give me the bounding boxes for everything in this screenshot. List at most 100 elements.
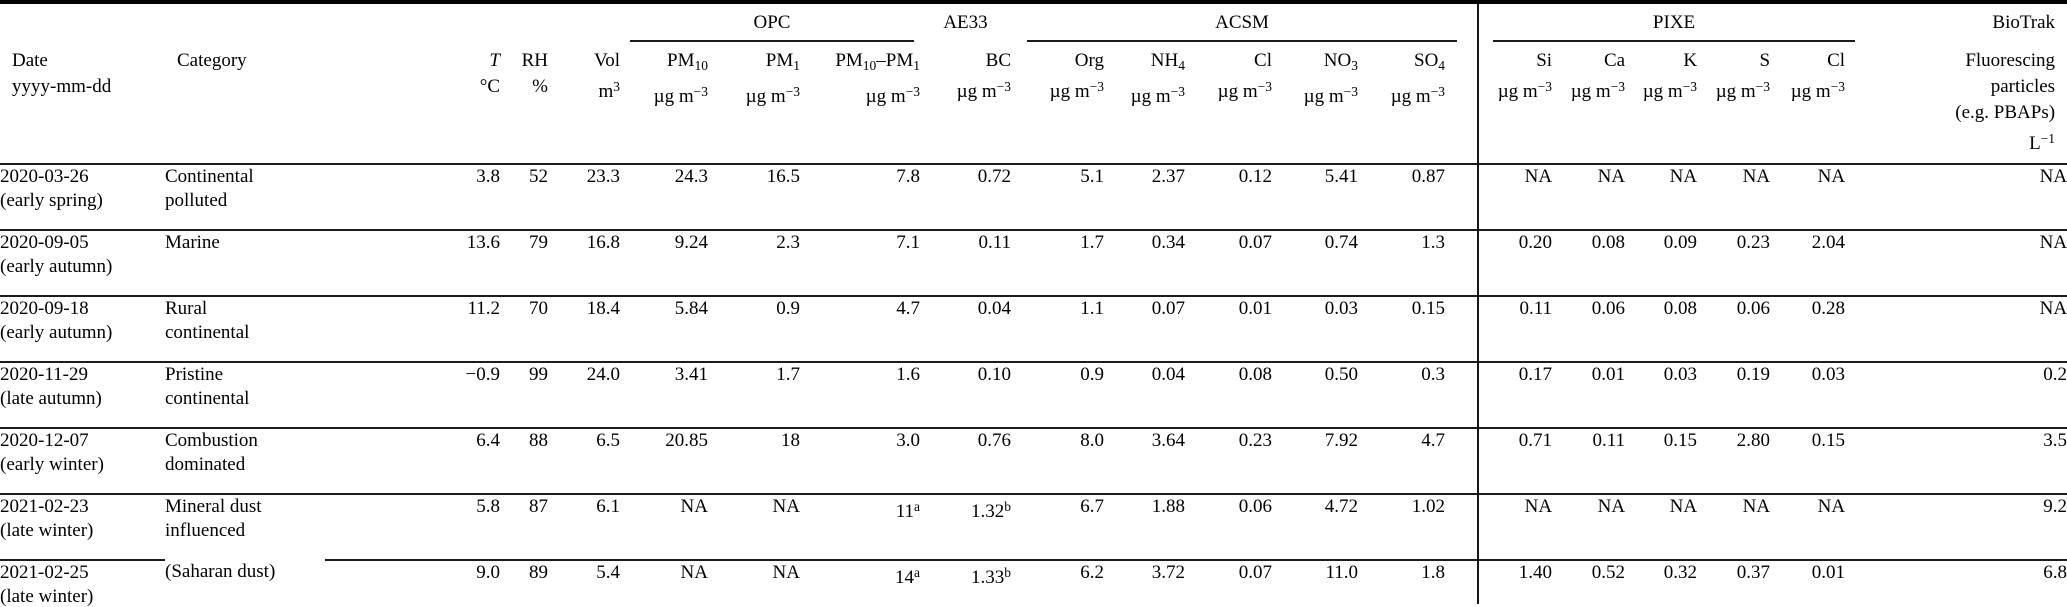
table-row: 2020-09-05 (early autumn) Marine 13.6 79 16.8… bbox=[0, 229, 2067, 296]
cell-category: (Saharan dust) bbox=[165, 561, 276, 582]
cell-ca: NA bbox=[1552, 493, 1626, 560]
table-body: 2020-03-26 (early spring) Continental pollu… bbox=[0, 164, 2067, 607]
cell-cl_pixe: NA bbox=[1770, 493, 1846, 560]
cell-no3: 11.0 bbox=[1272, 559, 1358, 607]
cell-biotrak: NA bbox=[1845, 229, 2067, 296]
cell-temperature: 11.2 bbox=[325, 295, 500, 362]
cell-date: 2020-09-18 (early autumn) bbox=[0, 295, 165, 362]
cell-si: NA bbox=[1445, 493, 1553, 560]
cell-si: 0.17 bbox=[1445, 361, 1553, 428]
cell-si: NA bbox=[1524, 166, 1553, 187]
group-header-opc: OPC bbox=[620, 2, 920, 45]
cell-biotrak: 9.2 bbox=[1845, 493, 2067, 560]
cell-pm10: NA bbox=[620, 493, 708, 560]
cell-so4: 0.15 bbox=[1358, 295, 1446, 362]
cell-pm10_minus_pm1: 14a bbox=[800, 559, 920, 607]
table-row: 2021-02-25 (late winter) (Saharan dust) 9.0… bbox=[0, 559, 2067, 607]
cell-pm10_minus_pm1: 7.8 bbox=[896, 166, 920, 187]
cell-so4: 1.8 bbox=[1358, 559, 1446, 607]
table-row: 2020-09-18 (early autumn) Rural continental… bbox=[0, 295, 2067, 362]
cell-pm1: NA bbox=[708, 559, 800, 607]
cell-category: Continental polluted bbox=[165, 166, 254, 211]
cell-cl_acsm: 0.07 bbox=[1185, 559, 1272, 607]
cell-pm1: 2.3 bbox=[708, 229, 800, 296]
cell-biotrak: NA bbox=[2039, 166, 2067, 187]
cell-cl_pixe: NA bbox=[1817, 166, 1846, 187]
cell-org: 1.7 bbox=[1011, 229, 1104, 296]
cell-vol: 24.0 bbox=[548, 361, 620, 428]
cell-category: Mineral dust influenced bbox=[165, 493, 325, 560]
cell-cl_pixe: 0.28 bbox=[1770, 295, 1846, 362]
column-header-rh: RH% bbox=[500, 45, 548, 165]
cell-nh4: 0.34 bbox=[1104, 229, 1185, 296]
cell-ca: 0.52 bbox=[1552, 559, 1626, 607]
cell-org: 6.7 bbox=[1011, 493, 1104, 560]
cell-bc: 1.32b bbox=[920, 493, 1011, 560]
cell-rh: 88 bbox=[500, 427, 548, 494]
cell-so4: 1.3 bbox=[1358, 229, 1446, 296]
cell-category: Rural continental bbox=[165, 295, 325, 362]
column-header-cl_acsm: Cl µg m−3 bbox=[1185, 45, 1272, 165]
cell-rh: 99 bbox=[500, 361, 548, 428]
cell-no3: 0.50 bbox=[1272, 361, 1358, 428]
cell-category: Combustion dominated bbox=[165, 427, 325, 494]
group-header-acsm: ACSM bbox=[1011, 2, 1458, 45]
cell-nh4: 0.07 bbox=[1104, 295, 1185, 362]
table-row: 2020-12-07 (early winter) Combustion domina… bbox=[0, 427, 2067, 494]
cell-pm10_minus_pm1: 4.7 bbox=[800, 295, 920, 362]
cell-pm1: 1.7 bbox=[708, 361, 800, 428]
cell-cl_pixe: 0.01 bbox=[1770, 559, 1846, 607]
column-header-vol: Vol m3 bbox=[548, 45, 620, 165]
cell-nh4: 1.88 bbox=[1104, 493, 1185, 560]
cell-temperature: −0.9 bbox=[325, 361, 500, 428]
cell-s: 2.80 bbox=[1697, 427, 1771, 494]
cell-si: 0.20 bbox=[1445, 229, 1553, 296]
cell-temperature: 5.8 bbox=[325, 493, 500, 560]
cell-cl_acsm: 0.23 bbox=[1185, 427, 1272, 494]
cell-ca: 0.11 bbox=[1552, 427, 1626, 494]
cell-ca: 0.08 bbox=[1552, 229, 1626, 296]
cell-cl_acsm: 0.07 bbox=[1185, 229, 1272, 296]
cell-so4: 1.02 bbox=[1358, 493, 1446, 560]
cell-org: 0.9 bbox=[1011, 361, 1104, 428]
cell-rh: 52 bbox=[529, 166, 548, 187]
column-header-row: Date yyyy-mm-dd Category T °C RH% Vol m3 PM10 µg … bbox=[0, 45, 2067, 165]
cell-biotrak: NA bbox=[1845, 295, 2067, 362]
cell-cl_pixe: 0.15 bbox=[1770, 427, 1846, 494]
column-header-temperature: T °C bbox=[325, 45, 500, 165]
cell-ca: 0.01 bbox=[1552, 361, 1626, 428]
cell-cl_pixe: 0.03 bbox=[1770, 361, 1846, 428]
cell-vol: 16.8 bbox=[548, 229, 620, 296]
column-header-so4: SO4 µg m−3 bbox=[1358, 45, 1446, 165]
cell-s: 0.06 bbox=[1697, 295, 1771, 362]
cell-vol: 6.5 bbox=[548, 427, 620, 494]
group-header-pixe: PIXE bbox=[1445, 2, 1856, 45]
cell-no3: 7.92 bbox=[1272, 427, 1358, 494]
cell-bc: 0.11 bbox=[920, 229, 1011, 296]
cell-nh4: 2.37 bbox=[1151, 166, 1185, 187]
cell-pm10: 5.84 bbox=[620, 295, 708, 362]
cell-temperature: 13.6 bbox=[325, 229, 500, 296]
cell-pm10_minus_pm1: 11a bbox=[800, 493, 920, 560]
column-header-nh4: NH4 µg m−3 bbox=[1104, 45, 1185, 165]
column-header-no3: NO3 µg m−3 bbox=[1272, 45, 1358, 165]
column-header-org: Org µg m−3 bbox=[1011, 45, 1104, 165]
column-header-category: Category bbox=[165, 45, 325, 165]
cell-s: NA bbox=[1697, 493, 1771, 560]
cell-ca: NA bbox=[1597, 166, 1626, 187]
cell-nh4: 3.64 bbox=[1104, 427, 1185, 494]
cell-k: 0.09 bbox=[1625, 229, 1698, 296]
cell-org: 5.1 bbox=[1080, 166, 1104, 187]
cell-category: Marine bbox=[165, 229, 325, 296]
cell-date: 2020-11-29 (late autumn) bbox=[0, 361, 165, 428]
cell-no3: 0.74 bbox=[1272, 229, 1358, 296]
cell-vol: 18.4 bbox=[548, 295, 620, 362]
cell-k: 0.08 bbox=[1625, 295, 1698, 362]
cell-rh: 70 bbox=[500, 295, 548, 362]
cell-no3: 5.41 bbox=[1324, 166, 1358, 187]
cell-k: 0.32 bbox=[1625, 559, 1698, 607]
cell-bc: 0.04 bbox=[920, 295, 1011, 362]
table-row: 2021-02-23 (late winter) Mineral dust influ… bbox=[0, 493, 2067, 560]
